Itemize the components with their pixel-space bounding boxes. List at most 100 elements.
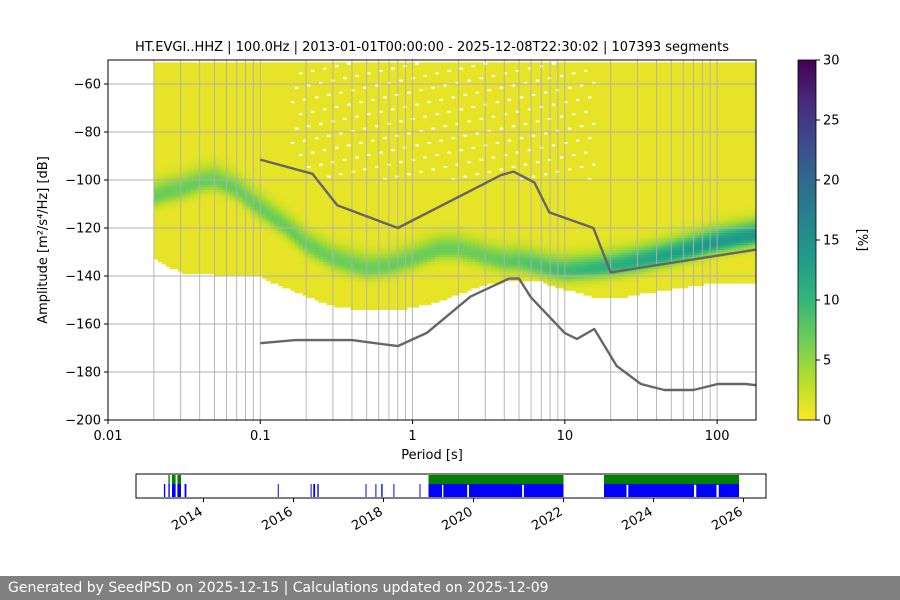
heatmap-cell (210, 187, 215, 190)
heatmap-cell (350, 124, 356, 128)
heatmap-cell (218, 259, 223, 262)
heatmap-cell (226, 163, 231, 166)
heatmap-cell (342, 300, 348, 303)
heatmap-cell (362, 196, 368, 200)
heatmap-cell (338, 295, 344, 298)
heatmap-cell (198, 252, 203, 255)
heatmap-cell (278, 266, 283, 270)
heatmap-cell (306, 81, 311, 85)
heatmap-cell (210, 271, 215, 274)
heatmap-cell (169, 252, 175, 255)
heatmap-cell (218, 206, 223, 210)
heatmap-cell (246, 129, 251, 133)
heatmap-cell (286, 88, 291, 92)
heatmap-cell (193, 256, 199, 260)
heatmap-cell (290, 266, 295, 270)
heatmap-cell (165, 105, 171, 109)
heatmap-cell (350, 163, 356, 166)
heatmap-cell (318, 192, 324, 195)
heatmap-cell (266, 100, 271, 104)
heatmap-cell (218, 204, 223, 207)
heatmap-cell (326, 148, 332, 152)
heatmap-cell (238, 151, 243, 154)
heatmap-cell (342, 283, 348, 286)
heatmap-cell (189, 206, 195, 210)
heatmap-cell (294, 156, 299, 159)
heatmap-cell (366, 218, 372, 222)
heatmap-cell (214, 182, 219, 186)
heatmap-cell (350, 304, 356, 308)
heatmap-cell (222, 67, 227, 70)
heatmap-cell (254, 204, 259, 207)
heatmap-cell (210, 139, 215, 142)
heatmap-cell (342, 160, 348, 164)
heatmap-cell (165, 100, 171, 104)
heatmap-cell (173, 216, 179, 219)
heatmap-cell (165, 112, 171, 116)
heatmap-cell (198, 158, 203, 162)
heatmap-cell (354, 84, 360, 87)
heatmap-cell (238, 67, 243, 70)
heatmap-cell (318, 139, 324, 142)
heatmap-cell (161, 132, 167, 135)
heatmap-cell (202, 124, 207, 128)
heatmap-cell (222, 206, 227, 210)
heatmap-cell (282, 151, 287, 154)
heatmap-cell (318, 276, 324, 279)
heatmap-cell (169, 242, 175, 246)
heatmap-cell (366, 192, 372, 195)
heatmap-cell (173, 175, 179, 178)
heatmap-cell (278, 96, 283, 99)
heatmap-cell (294, 264, 299, 267)
heatmap-cell (290, 153, 295, 157)
heatmap-cell (282, 187, 287, 190)
heatmap-cell (230, 249, 235, 253)
heatmap-cell (242, 88, 247, 92)
heatmap-cell (165, 242, 171, 246)
heatmap-cell (210, 91, 215, 94)
heatmap-cell (306, 129, 311, 133)
heatmap-cell (358, 280, 364, 284)
heatmap-cell (314, 252, 320, 255)
heatmap-cell (286, 74, 291, 78)
heatmap-cell (362, 115, 368, 118)
heatmap-cell (338, 182, 344, 186)
heatmap-cell (193, 110, 199, 114)
heatmap-cell (354, 175, 360, 178)
heatmap-cell (218, 76, 223, 80)
heatmap-cell (322, 103, 328, 106)
heatmap-cell (202, 156, 207, 159)
heatmap-cell (326, 201, 332, 205)
heatmap-cell (290, 69, 295, 73)
heatmap-cell (278, 81, 283, 85)
heatmap-cell (270, 228, 275, 231)
heatmap-cell (342, 91, 348, 94)
heatmap-cell (169, 76, 175, 80)
heatmap-cell (294, 237, 299, 241)
heatmap-cell (298, 69, 303, 73)
heatmap-cell (270, 98, 275, 102)
heatmap-cell (302, 192, 307, 195)
heatmap-cell (354, 235, 360, 238)
heatmap-cell (282, 67, 287, 70)
heatmap-cell (242, 151, 247, 154)
heatmap-cell (189, 146, 195, 150)
heatmap-cell (318, 115, 324, 118)
heatmap-cell (202, 187, 207, 190)
heatmap-cell (314, 129, 320, 133)
heatmap-cell (173, 76, 179, 80)
heatmap-cell (354, 180, 360, 183)
heatmap-cell (193, 170, 199, 174)
heatmap-cell (254, 252, 259, 255)
heatmap-cell (314, 220, 320, 224)
heatmap-cell (310, 165, 316, 169)
heatmap-cell (214, 204, 219, 207)
heatmap-cell (302, 220, 307, 224)
heatmap-cell (206, 175, 211, 178)
heatmap-cell (230, 218, 235, 222)
heatmap-cell (338, 264, 344, 267)
heatmap-cell (193, 244, 199, 248)
heatmap-cell (202, 98, 207, 102)
heatmap-cell (370, 259, 376, 262)
heatmap-cell (230, 266, 235, 270)
